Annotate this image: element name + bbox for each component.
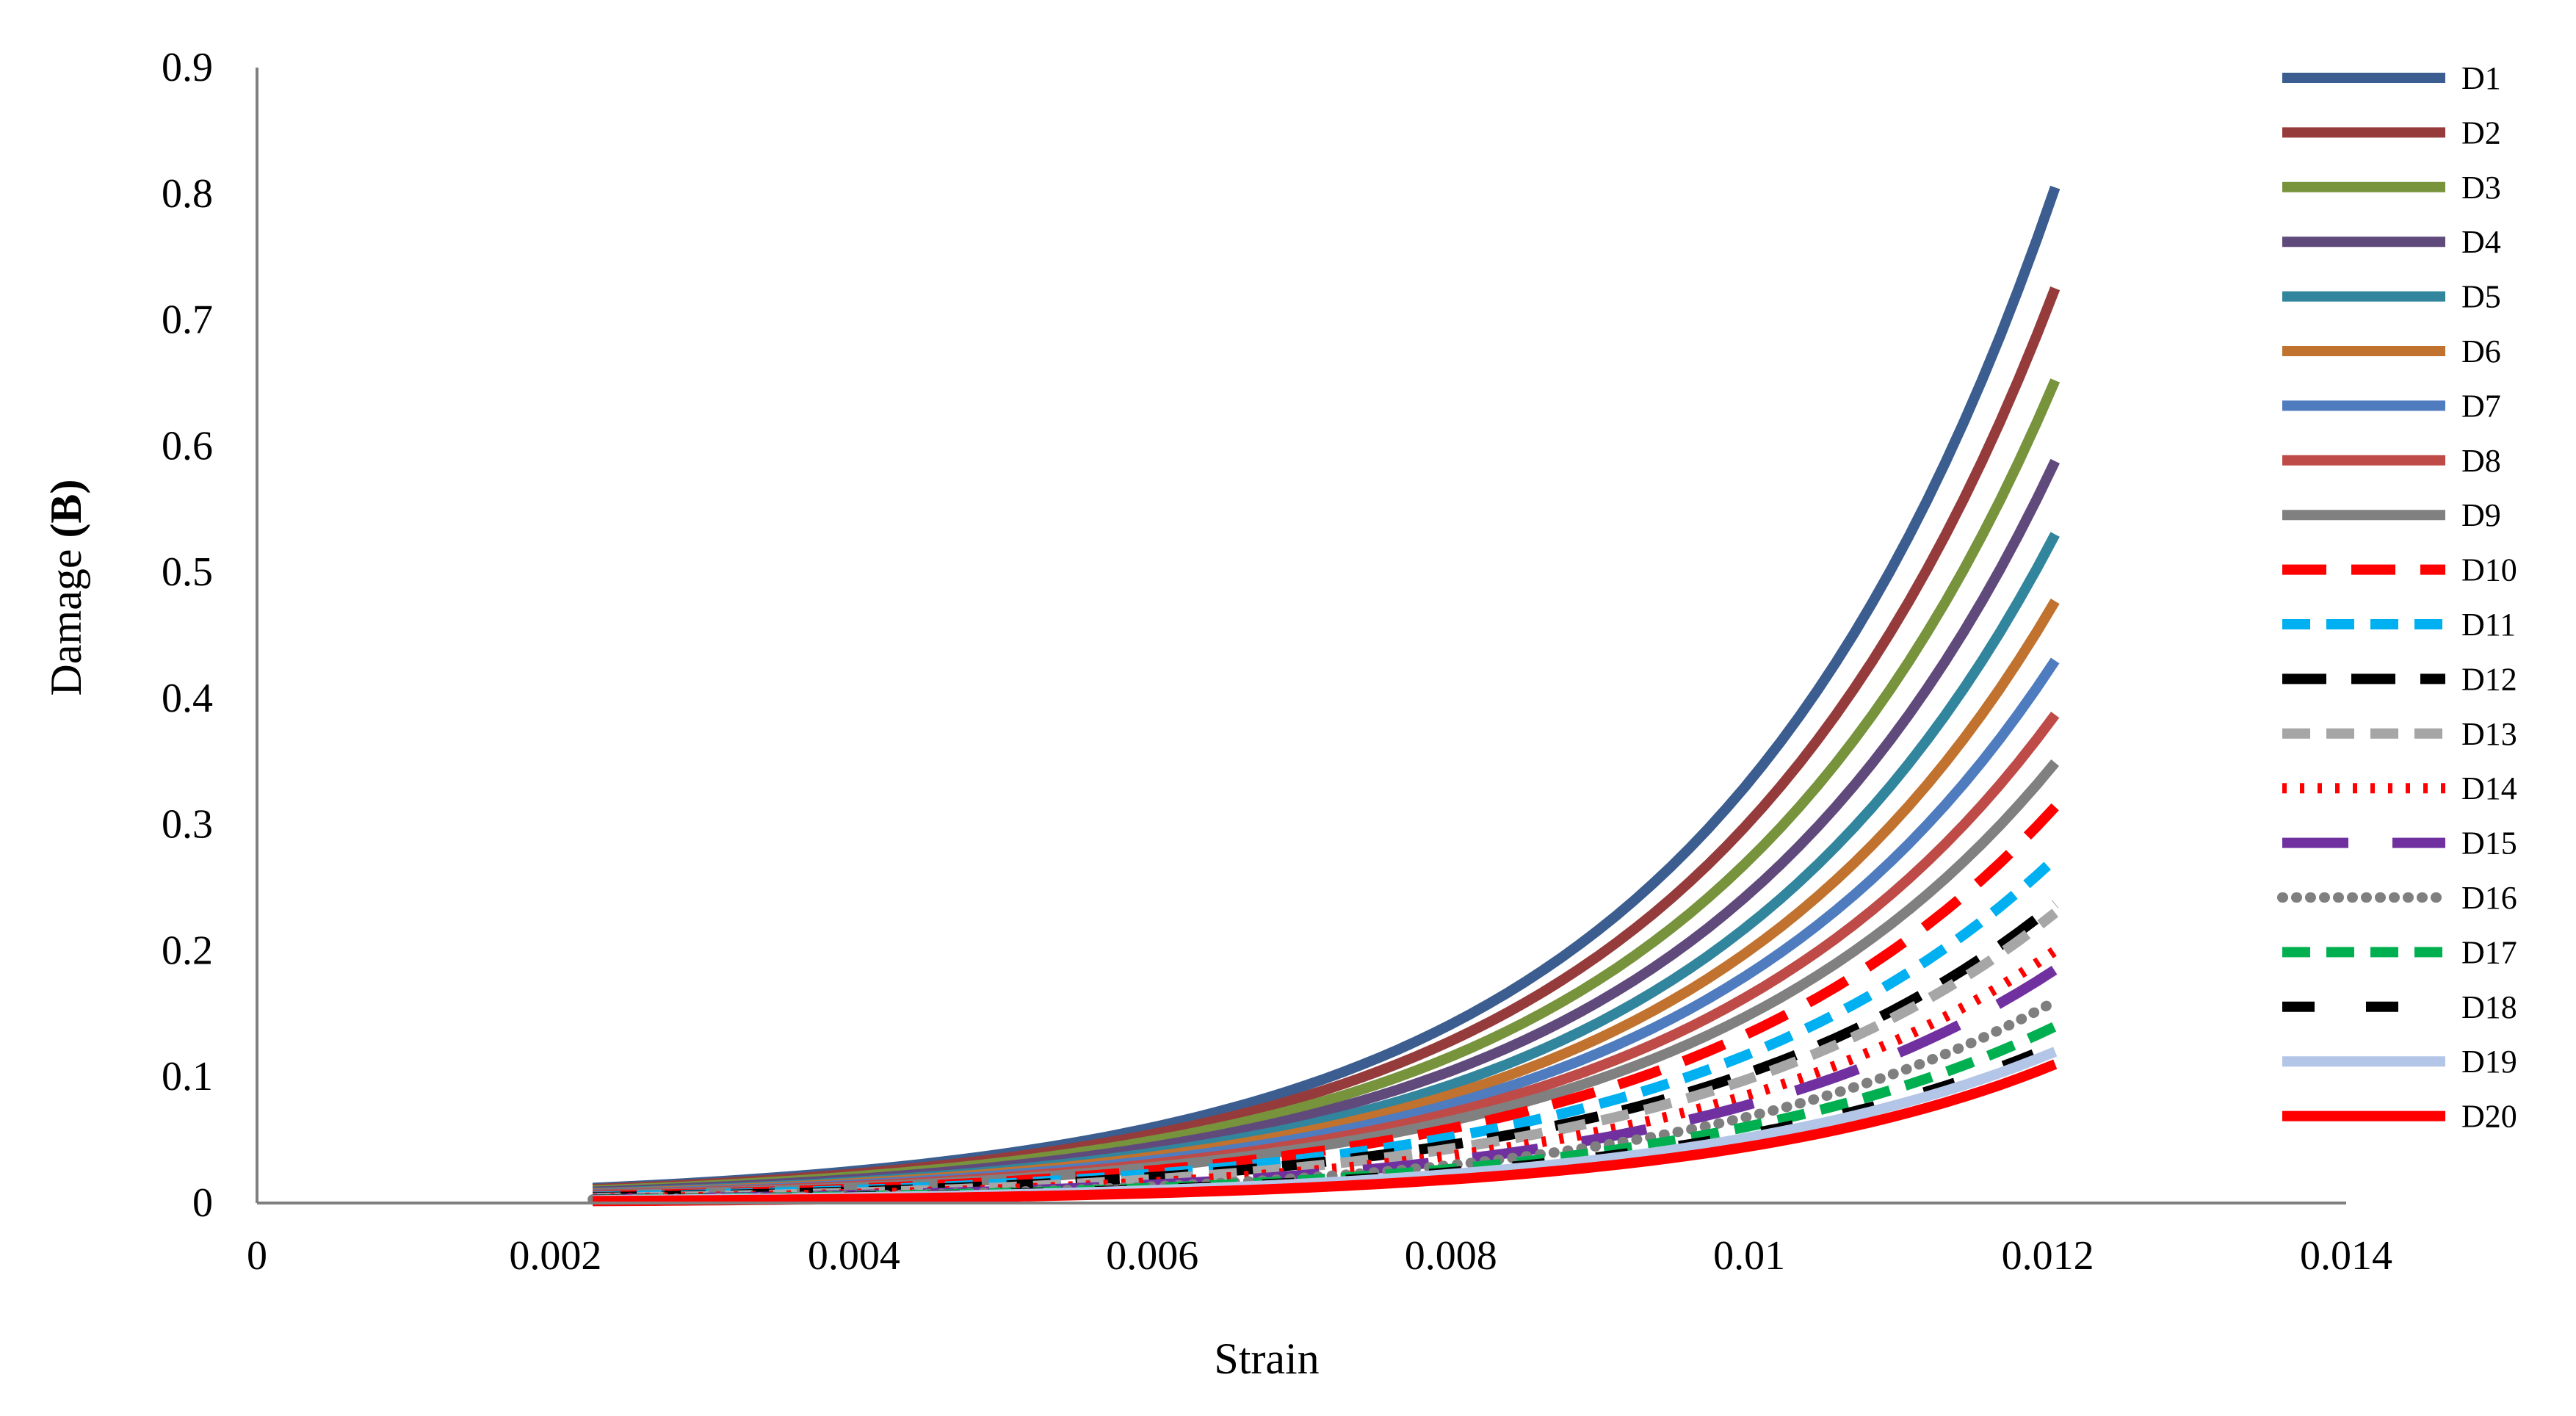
legend-label-d17: D17 [2461,934,2517,970]
x-tick-label: 0.006 [1106,1233,1198,1279]
legend-label-d2: D2 [2461,115,2501,151]
legend-label-d14: D14 [2461,770,2517,806]
y-tick-label: 0.1 [162,1054,213,1099]
series-line-d2 [592,286,2061,1195]
y-tick-label: 0.4 [162,676,213,721]
series-line-d20 [593,1059,2058,1207]
x-tick-label: 0.012 [2002,1233,2094,1279]
legend-label-d11: D11 [2461,607,2516,643]
x-tick-label: 0.004 [808,1233,900,1279]
legend-label-d6: D6 [2461,333,2501,369]
x-tick-label: 0.014 [2300,1233,2392,1279]
y-tick-label: 0.9 [162,45,213,90]
y-axis-title-symbol: (B) [42,480,90,538]
y-tick-label: 0.6 [162,423,213,469]
y-tick-label: 0.5 [162,549,213,595]
legend-label-d19: D19 [2461,1044,2517,1080]
y-tick-label: 0.3 [162,802,213,848]
legend-label-d15: D15 [2461,826,2517,861]
legend-label-d13: D13 [2461,716,2517,752]
y-axis-title-text: Damage [42,538,90,696]
legend-label-d18: D18 [2461,989,2517,1025]
legend-label-d9: D9 [2461,497,2501,533]
x-tick-label: 0 [247,1233,267,1279]
plot-area [587,185,2061,1207]
legend-label-d10: D10 [2461,552,2517,588]
x-tick-label: 0.008 [1405,1233,1497,1279]
y-axis-title: Damage (B) [42,480,90,696]
y-tick-label: 0.8 [162,171,213,217]
y-tick-label: 0.7 [162,297,213,343]
legend-label-d12: D12 [2461,661,2517,697]
y-tick-label: 0.2 [162,928,213,973]
legend-label-d8: D8 [2461,443,2501,479]
legend-label-d4: D4 [2461,224,2501,260]
legend-label-d1: D1 [2461,60,2501,96]
series-line-d16 [587,996,2061,1205]
legend: D1 D2 D3 D4 D5 D6 D7 D8 D9 D10 D11 D12 D13 D14 D15 D16 D… [2277,60,2517,1135]
legend-label-d20: D20 [2461,1099,2517,1135]
legend-label-d16: D16 [2461,880,2517,916]
x-tick-label: 0.002 [509,1233,601,1279]
legend-label-d5: D5 [2461,279,2501,315]
x-tick-label: 0.01 [1713,1233,1785,1279]
legend-label-d7: D7 [2461,388,2501,424]
legend-label-d3: D3 [2461,170,2501,206]
x-axis-title: Strain [1214,1334,1319,1383]
y-tick-label: 0 [192,1180,213,1226]
axes: 0 0.1 0.2 0.3 0.4 0.5 0.6 0.7 0.8 0.9 0 0.002 0.004 0… [162,45,2392,1279]
